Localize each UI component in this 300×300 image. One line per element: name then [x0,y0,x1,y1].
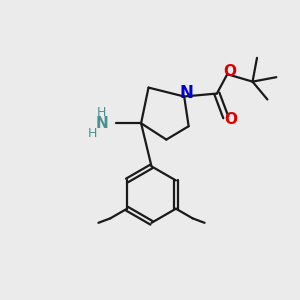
Text: N: N [95,116,108,131]
Text: H: H [97,106,106,119]
Text: H: H [88,127,98,140]
Text: O: O [225,112,238,127]
Text: O: O [223,64,236,79]
Text: N: N [180,84,194,102]
